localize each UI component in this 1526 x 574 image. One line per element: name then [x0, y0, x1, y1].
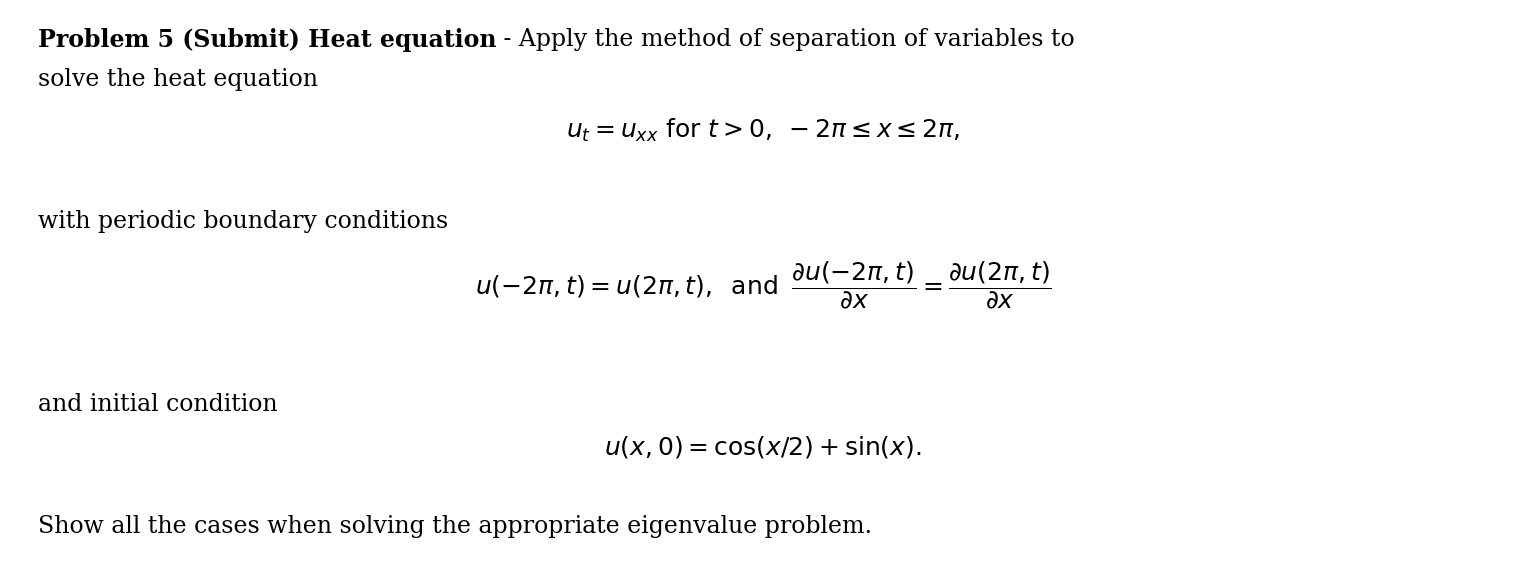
Text: Problem 5 (Submit) Heat equation: Problem 5 (Submit) Heat equation — [38, 28, 496, 52]
Text: $u_t = u_{xx}\mathrm{\ for\ } t > 0,\; -2\pi \leq x \leq 2\pi,$: $u_t = u_{xx}\mathrm{\ for\ } t > 0,\; -… — [566, 117, 960, 144]
Text: solve the heat equation: solve the heat equation — [38, 68, 317, 91]
Text: $u(x, 0) = \cos(x/2) + \sin(x).$: $u(x, 0) = \cos(x/2) + \sin(x).$ — [604, 434, 922, 460]
Text: - Apply the method of separation of variables to: - Apply the method of separation of vari… — [496, 28, 1076, 51]
Text: and initial condition: and initial condition — [38, 393, 278, 416]
Text: Show all the cases when solving the appropriate eigenvalue problem.: Show all the cases when solving the appr… — [38, 515, 873, 538]
Text: $u(-2\pi, t) = u(2\pi, t),\;\; \mathrm{and}\;\; \dfrac{\partial u(-2\pi, t)}{\pa: $u(-2\pi, t) = u(2\pi, t),\;\; \mathrm{a… — [475, 259, 1051, 311]
Text: with periodic boundary conditions: with periodic boundary conditions — [38, 210, 449, 233]
